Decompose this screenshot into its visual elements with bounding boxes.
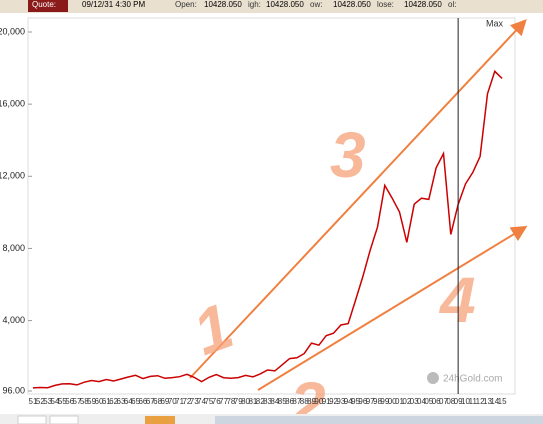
- x-tick-label: 13: [483, 397, 492, 406]
- x-tick-label: 53: [43, 397, 52, 406]
- watermark-icon: [427, 372, 439, 384]
- x-tick-label: 56: [65, 397, 74, 406]
- x-tick-label: 87: [292, 397, 301, 406]
- toolbar-panel: [215, 416, 543, 424]
- field-label: ol:: [448, 0, 456, 9]
- x-tick-label: 11: [469, 397, 478, 406]
- x-tick-label: 09: [454, 397, 463, 406]
- field-label: igh:: [248, 0, 261, 9]
- field-value: 10428.050: [333, 0, 371, 9]
- x-tick-label: 02: [402, 397, 411, 406]
- y-tick-label: 12,000: [0, 171, 25, 181]
- x-tick-label: 51: [29, 397, 38, 406]
- x-tick-label: 00: [388, 397, 397, 406]
- x-tick-label: 83: [263, 397, 272, 406]
- x-tick-label: 98: [373, 397, 382, 406]
- x-tick-label: 91: [322, 397, 331, 406]
- x-tick-label: 90: [314, 397, 323, 406]
- x-tick-label: 85: [278, 397, 287, 406]
- y-tick-label: 20,000: [0, 26, 25, 36]
- x-tick-label: 94: [344, 397, 353, 406]
- x-tick-label: 80: [241, 397, 250, 406]
- x-tick-label: 12: [476, 397, 485, 406]
- x-tick-label: 88: [300, 397, 309, 406]
- x-tick-label: 01: [395, 397, 404, 406]
- x-tick-label: 72: [182, 397, 191, 406]
- annotation: 1: [184, 289, 242, 369]
- x-tick-label: 64: [124, 397, 133, 406]
- x-tick-label: 78: [226, 397, 235, 406]
- x-tick-label: 10: [461, 397, 470, 406]
- trend-line: [189, 19, 527, 379]
- x-tick-label: 52: [36, 397, 45, 406]
- y-tick-label: 96.00: [2, 385, 25, 395]
- x-tick-label: 63: [117, 397, 126, 406]
- x-tick-label: 93: [336, 397, 345, 406]
- quote-button[interactable]: [28, 0, 68, 12]
- x-tick-label: 65: [131, 397, 140, 406]
- x-tick-label: 66: [138, 397, 147, 406]
- x-tick-label: 15: [498, 397, 507, 406]
- field-value: 10428.050: [266, 0, 304, 9]
- plot-frame: [27, 17, 516, 395]
- x-tick-label: 55: [58, 397, 67, 406]
- x-tick-label: 75: [204, 397, 213, 406]
- header-datetime: 09/12/31 4:30 PM: [82, 0, 145, 9]
- x-tick-label: 04: [417, 397, 426, 406]
- annotation: 3: [330, 119, 366, 191]
- toolbar-button[interactable]: [17, 415, 47, 424]
- x-tick-label: 54: [51, 397, 60, 406]
- max-label: Max: [486, 18, 504, 28]
- x-tick-label: 89: [307, 397, 316, 406]
- annotation: 4: [438, 264, 476, 336]
- x-tick-label: 59: [87, 397, 96, 406]
- x-tick-label: 68: [153, 397, 162, 406]
- x-tick-label: 06: [432, 397, 441, 406]
- field-label: Open:: [175, 0, 197, 9]
- watermark: 24hGold.com: [443, 374, 502, 385]
- x-tick-label: 71: [175, 397, 184, 406]
- x-tick-label: 14: [490, 397, 499, 406]
- x-tick-label: 74: [197, 397, 206, 406]
- field-value: 10428.050: [404, 0, 442, 9]
- field-value: 10428.050: [204, 0, 242, 9]
- x-tick-label: 05: [424, 397, 433, 406]
- x-tick-label: 95: [351, 397, 360, 406]
- x-tick-label: 73: [190, 397, 199, 406]
- x-tick-label: 62: [109, 397, 118, 406]
- field-label: ow:: [310, 0, 322, 9]
- y-tick-label: 4,000: [2, 315, 25, 325]
- x-tick-label: 08: [446, 397, 455, 406]
- x-tick-label: 97: [366, 397, 375, 406]
- quote-label: Quote:: [32, 0, 56, 9]
- x-tick-label: 07: [439, 397, 448, 406]
- x-tick-label: 60: [95, 397, 104, 406]
- y-tick-label: 8,000: [2, 243, 25, 253]
- x-tick-label: 86: [285, 397, 294, 406]
- x-tick-label: 67: [146, 397, 155, 406]
- x-tick-label: 82: [256, 397, 265, 406]
- x-tick-label: 03: [410, 397, 419, 406]
- x-tick-label: 77: [219, 397, 228, 406]
- x-tick-label: 79: [234, 397, 243, 406]
- field-label: lose:: [377, 0, 394, 9]
- toolbar-button[interactable]: [145, 416, 175, 424]
- trend-line: [257, 225, 528, 391]
- toolbar-button[interactable]: [49, 415, 79, 424]
- x-tick-label: 84: [270, 397, 279, 406]
- x-tick-label: 69: [160, 397, 169, 406]
- x-tick-label: 58: [80, 397, 89, 406]
- x-tick-label: 70: [168, 397, 177, 406]
- x-tick-label: 57: [73, 397, 82, 406]
- x-tick-label: 96: [358, 397, 367, 406]
- y-tick-label: 16,000: [0, 99, 25, 109]
- x-tick-label: 99: [380, 397, 389, 406]
- price-line: [32, 69, 503, 389]
- x-tick-label: 92: [329, 397, 338, 406]
- x-tick-label: 81: [248, 397, 257, 406]
- header-bar: [0, 0, 543, 13]
- x-tick-label: 61: [102, 397, 111, 406]
- x-tick-label: 76: [212, 397, 221, 406]
